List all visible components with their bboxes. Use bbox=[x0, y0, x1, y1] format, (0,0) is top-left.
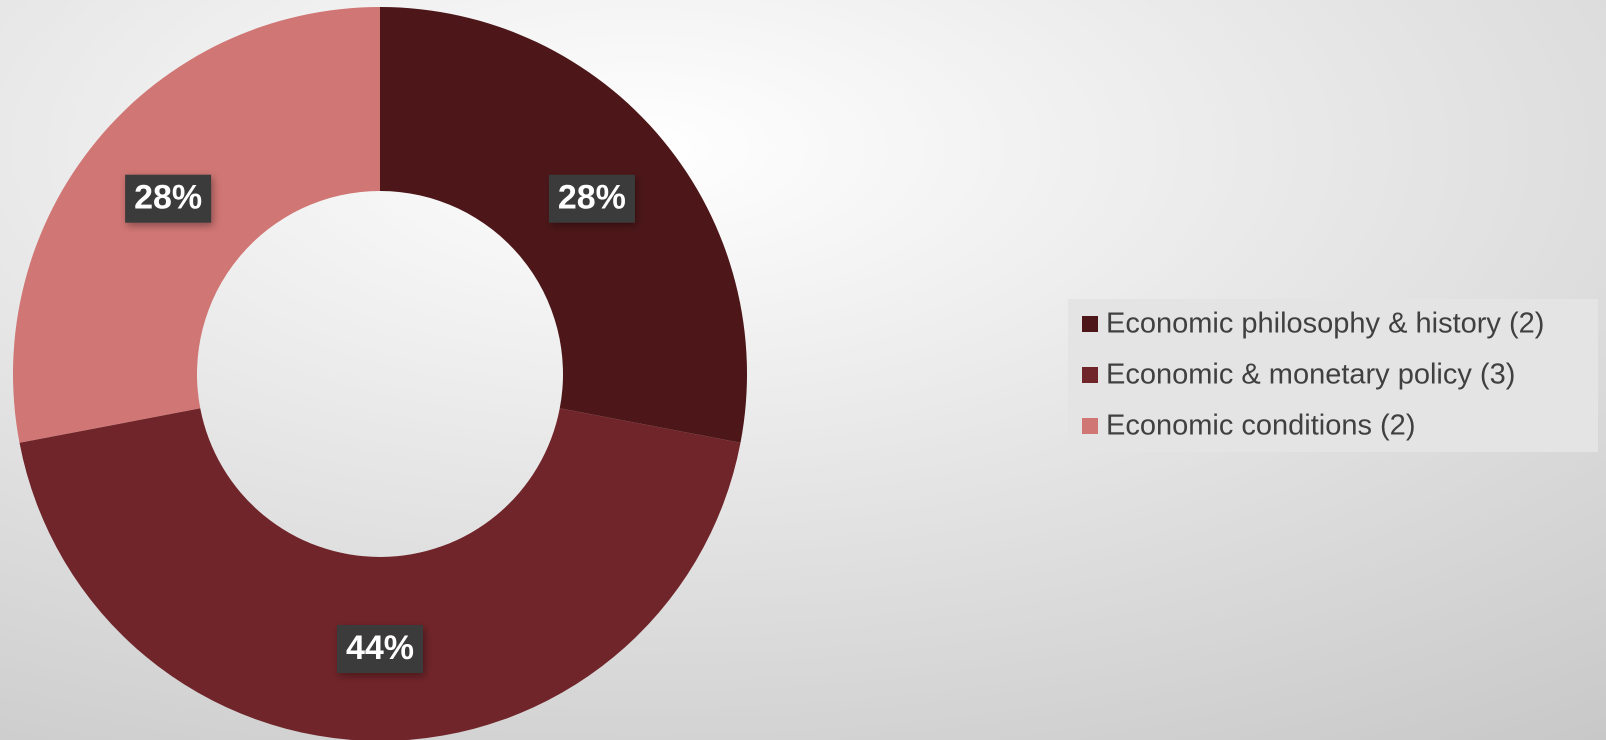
legend-label: Economic philosophy & history (2) bbox=[1106, 308, 1544, 340]
donut-slice bbox=[19, 408, 741, 740]
data-label-box bbox=[548, 174, 635, 223]
legend-label: Economic conditions (2) bbox=[1106, 410, 1415, 442]
donut-slice bbox=[380, 7, 748, 443]
legend-swatch bbox=[1082, 367, 1098, 383]
legend-swatch bbox=[1082, 316, 1098, 332]
legend-swatch bbox=[1082, 418, 1098, 434]
data-label-box bbox=[125, 174, 212, 223]
data-label: 44% bbox=[346, 629, 414, 667]
legend-box bbox=[1068, 299, 1598, 452]
data-label: 28% bbox=[134, 179, 202, 217]
donut-slice bbox=[12, 7, 381, 443]
data-label: 28% bbox=[558, 179, 626, 217]
legend-label: Economic & monetary policy (3) bbox=[1106, 359, 1515, 391]
data-label-box bbox=[337, 625, 423, 673]
